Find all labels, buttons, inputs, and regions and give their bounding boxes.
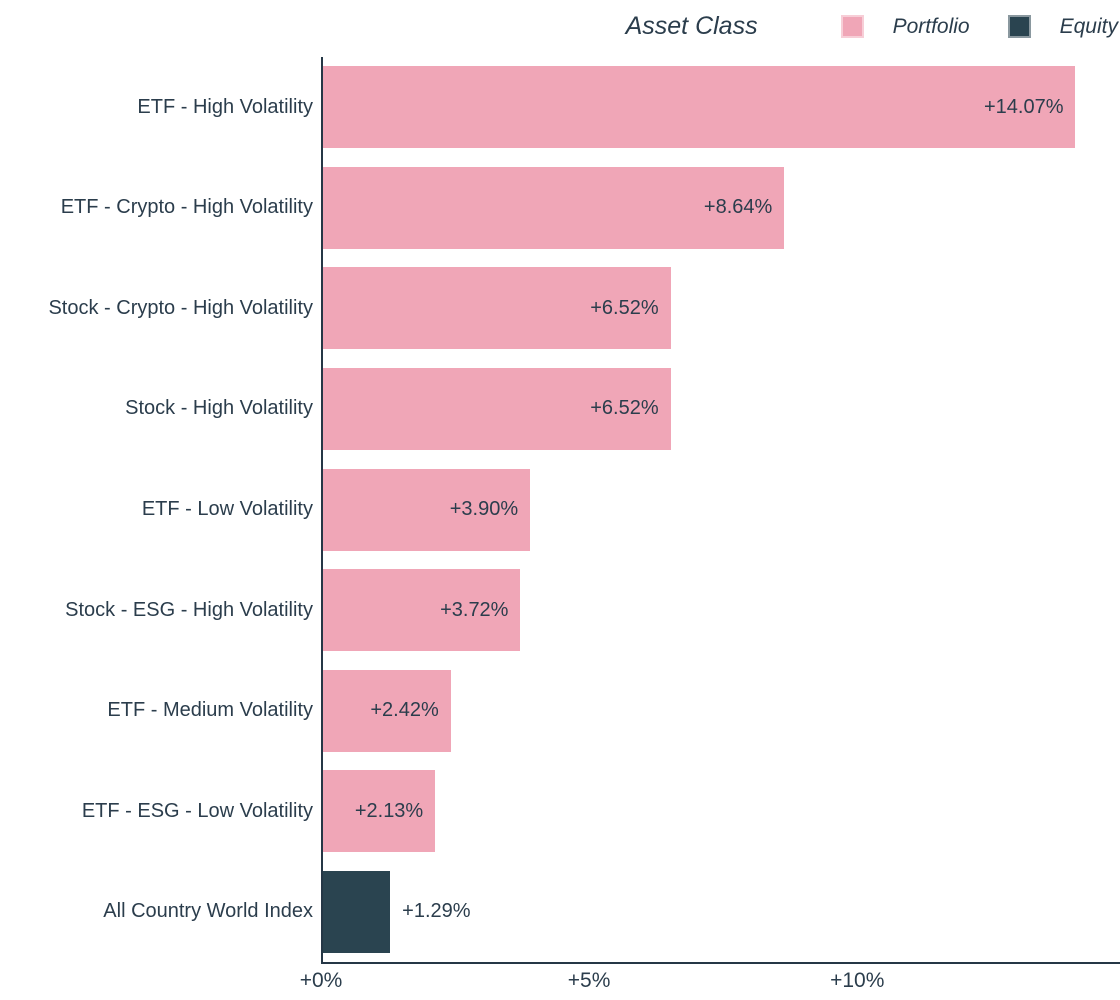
legend-item-portfolio[interactable]: Portfolio — [840, 14, 970, 39]
x-axis-line — [321, 962, 1120, 964]
bar-portfolio: +3.90% — [321, 468, 531, 551]
chart-row: ETF - Medium Volatility +2.42% — [0, 660, 1120, 761]
x-tick-label: +5% — [567, 969, 611, 992]
bar-rows: ETF - High Volatility +14.07% ETF - Crypto… — [0, 57, 1120, 962]
value-label: +1.29% — [402, 900, 471, 923]
legend-title: Asset Class — [625, 12, 758, 40]
category-label: Stock - High Volatility — [125, 397, 313, 420]
plot-area: ETF - High Volatility +14.07% ETF - Crypto… — [0, 57, 1120, 964]
bar-portfolio: +8.64% — [321, 166, 785, 249]
chart-row: Stock - High Volatility +6.52% — [0, 359, 1120, 460]
category-label: ETF - Crypto - High Volatility — [60, 196, 313, 219]
legend-item-label: Equity — [1059, 14, 1118, 38]
bar-area: +2.42% — [321, 660, 1120, 761]
bar-area: +2.13% — [321, 761, 1120, 862]
bar-area: +14.07% — [321, 57, 1120, 158]
value-label: +6.52% — [590, 397, 659, 420]
chart-row: Stock - ESG - High Volatility +3.72% — [0, 560, 1120, 661]
value-label: +3.90% — [449, 498, 519, 521]
bar-portfolio: +6.52% — [321, 367, 671, 450]
chart-row: ETF - High Volatility +14.07% — [0, 57, 1120, 158]
category-label: ETF - Low Volatility — [141, 498, 313, 521]
category-label: ETF - ESG - Low Volatility — [81, 799, 313, 822]
category-label: ETF - High Volatility — [137, 95, 313, 118]
bar-portfolio: +3.72% — [321, 569, 521, 652]
category-label: Stock - Crypto - High Volatility — [48, 296, 313, 319]
bar-portfolio: +2.13% — [321, 770, 436, 853]
chart-row: ETF - ESG - Low Volatility +2.13% — [0, 761, 1120, 862]
chart-row: Stock - Crypto - High Volatility +6.52% — [0, 258, 1120, 359]
bar-portfolio: +2.42% — [321, 669, 451, 752]
bar-portfolio: +14.07% — [321, 66, 1076, 149]
bar-portfolio: +6.52% — [321, 267, 671, 350]
value-label: +3.72% — [440, 598, 509, 621]
chart-row: ETF - Low Volatility +3.90% — [0, 459, 1120, 560]
chart-row: ETF - Crypto - High Volatility +8.64% — [0, 158, 1120, 259]
category-label: ETF - Medium Volatility — [107, 699, 313, 722]
chart-row: All Country World Index +1.29% — [0, 862, 1120, 963]
x-tick-label: +0% — [299, 969, 343, 992]
y-axis-line — [321, 57, 323, 962]
value-label: +8.64% — [703, 196, 773, 219]
bar-equity — [321, 870, 391, 953]
bar-area: +6.52% — [321, 359, 1120, 460]
bar-area: +8.64% — [321, 158, 1120, 259]
portfolio-swatch-icon — [840, 15, 864, 38]
legend-item-label: Portfolio — [892, 14, 970, 38]
bar-area: +1.29% — [321, 862, 1120, 963]
bar-area: +6.52% — [321, 258, 1120, 359]
category-label: All Country World Index — [103, 900, 313, 923]
value-label: +6.52% — [590, 296, 659, 319]
category-label: Stock - ESG - High Volatility — [65, 598, 313, 621]
legend-item-equity[interactable]: Equity — [1007, 14, 1118, 39]
value-label: +14.07% — [983, 95, 1064, 118]
x-axis-ticks: +0% +5% +10% — [300, 969, 1120, 999]
bar-area: +3.90% — [321, 459, 1120, 560]
x-tick-label: +10% — [830, 969, 885, 992]
value-label: +2.13% — [354, 799, 424, 822]
equity-swatch-icon — [1007, 15, 1031, 38]
legend: Asset Class Portfolio Equity — [626, 12, 1118, 41]
value-label: +2.42% — [370, 699, 439, 722]
bar-area: +3.72% — [321, 560, 1120, 661]
